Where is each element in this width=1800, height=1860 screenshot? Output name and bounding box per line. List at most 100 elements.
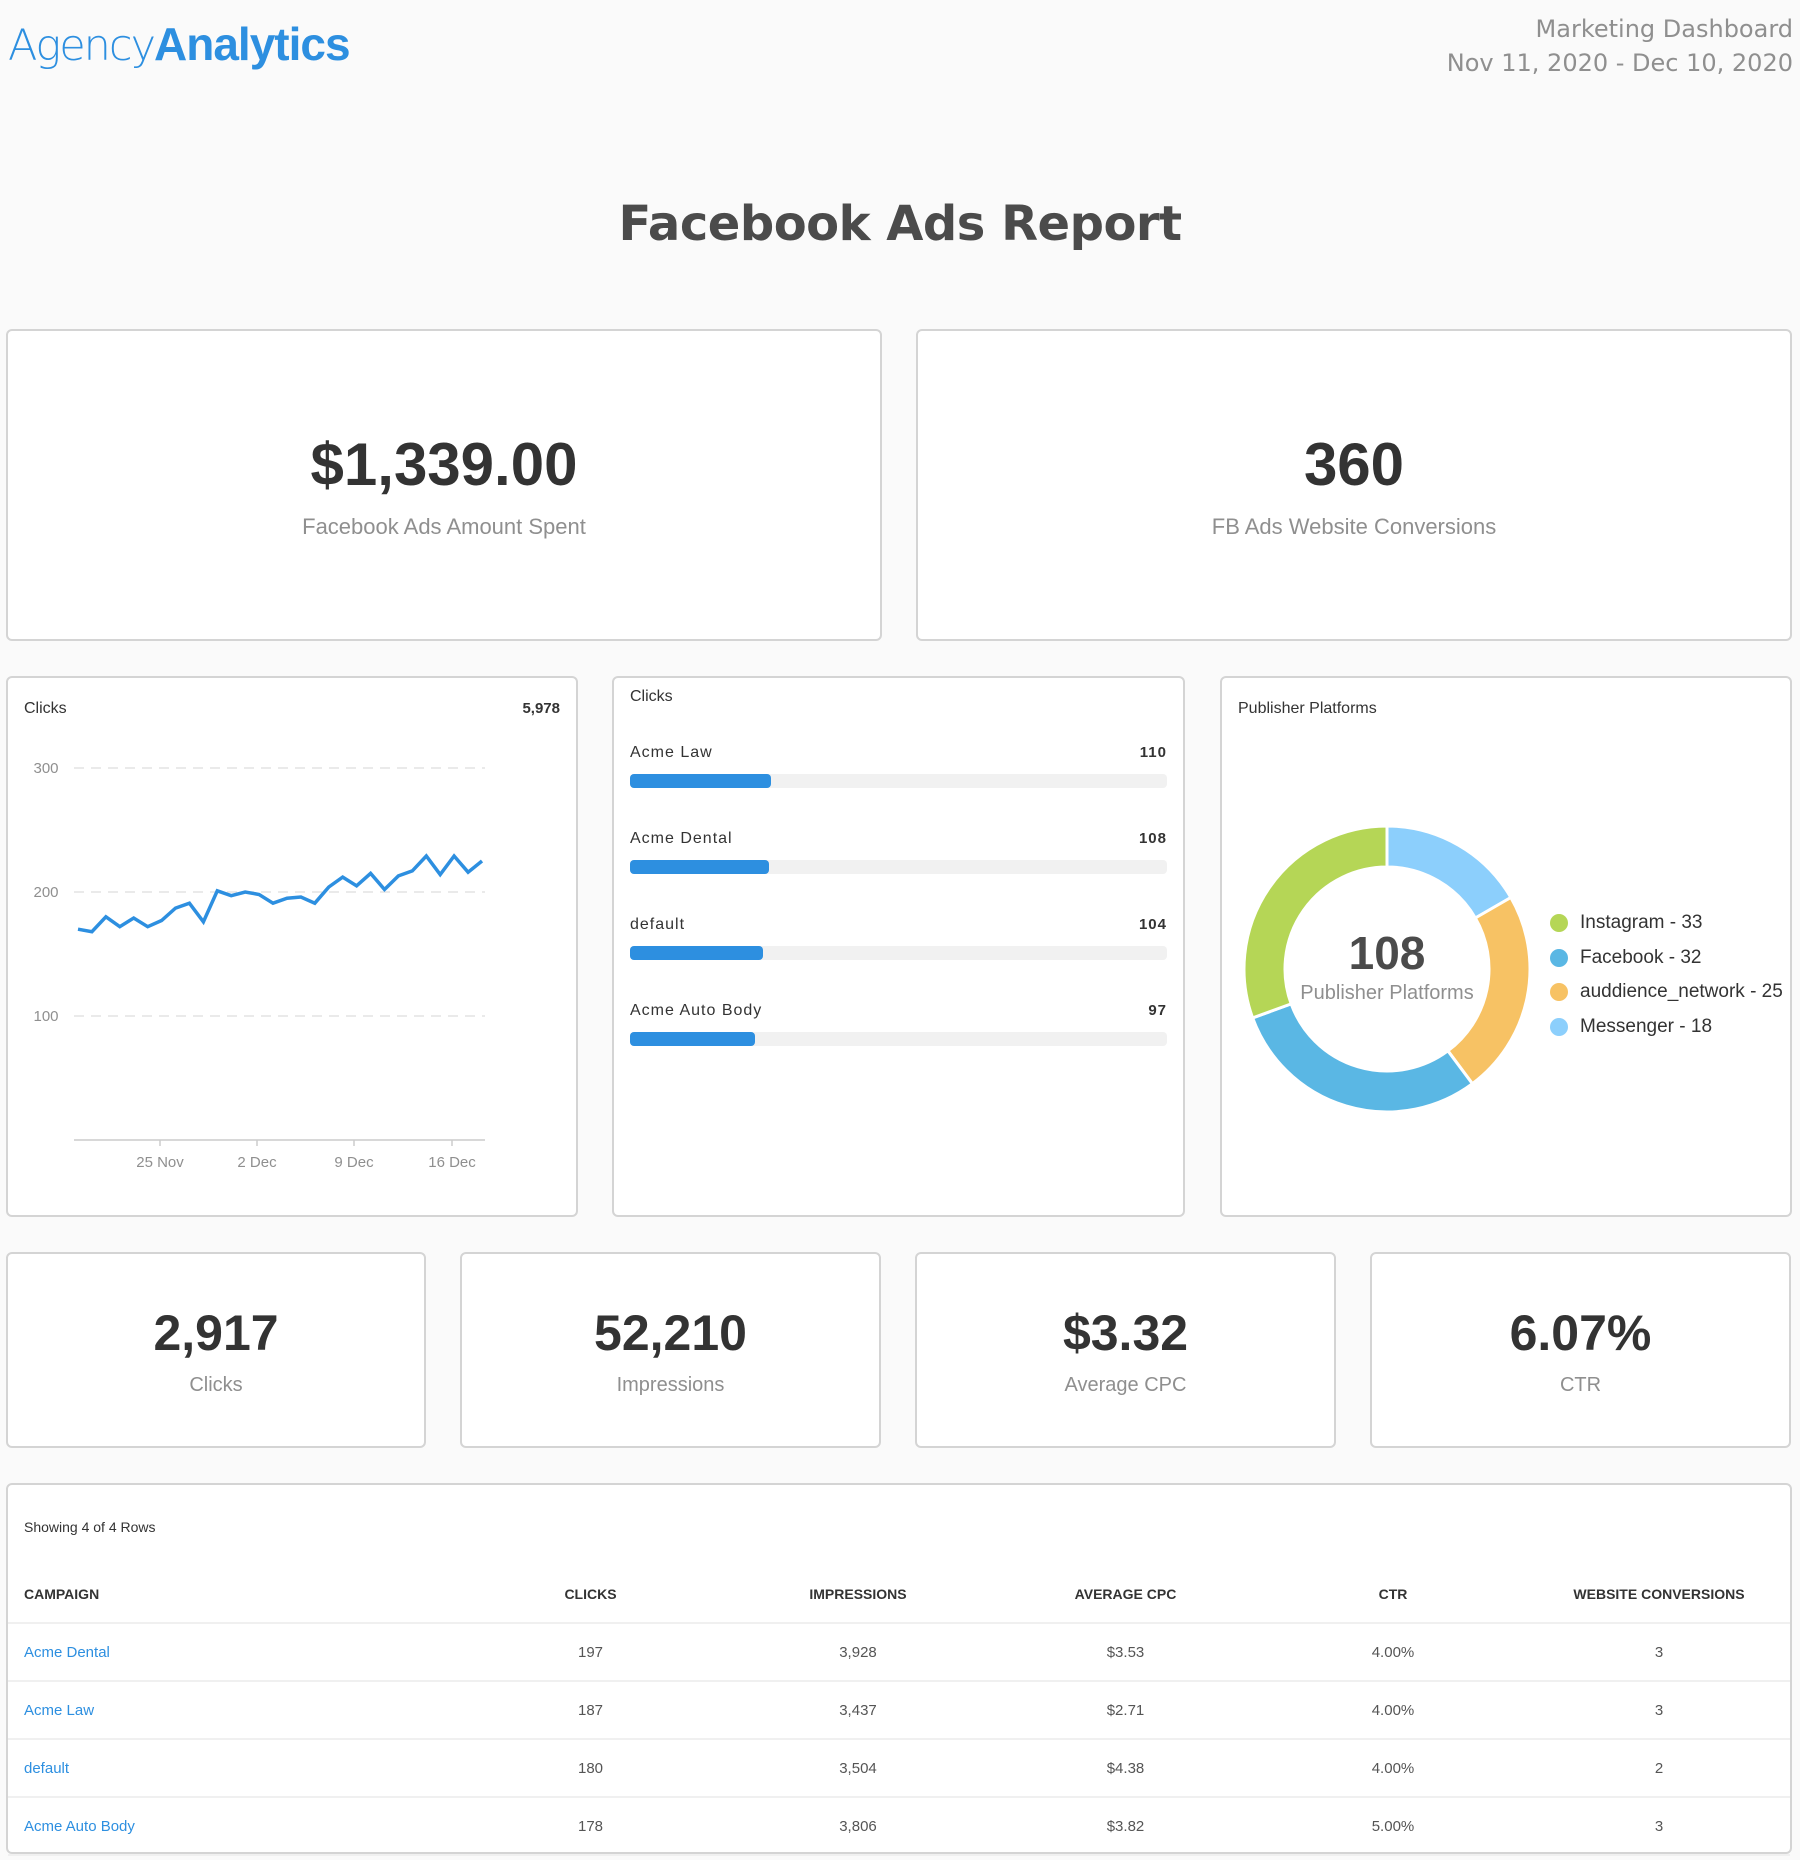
bar-label: Acme Auto Body bbox=[630, 1002, 763, 1019]
bar-label: default bbox=[630, 916, 686, 933]
logo-light-text: Agency bbox=[8, 21, 156, 71]
cell-website-conversions: 3 bbox=[1528, 1797, 1790, 1856]
page-title: Facebook Ads Report bbox=[618, 196, 1182, 252]
kpi-card-impressions: 52,210 Impressions bbox=[460, 1252, 881, 1448]
legend-item-messenger: Messenger - 18 bbox=[1550, 1010, 1783, 1045]
kpi-value: 360 bbox=[1303, 431, 1405, 498]
bar-value: 104 bbox=[1138, 916, 1167, 933]
widget-title: Publisher Platforms bbox=[1238, 700, 1377, 717]
svg-text:9 Dec: 9 Dec bbox=[334, 1154, 374, 1171]
bar-fill bbox=[630, 774, 772, 788]
svg-text:100: 100 bbox=[33, 1008, 58, 1025]
cell-ctr: 4.00% bbox=[1258, 1623, 1528, 1682]
donut-legend: Instagram - 33 Facebook - 32 auddience_n… bbox=[1550, 906, 1783, 1044]
column-header-clicks[interactable]: CLICKS bbox=[458, 1565, 723, 1624]
kpi-value: 2,917 bbox=[153, 1304, 279, 1361]
svg-text:200: 200 bbox=[33, 884, 58, 901]
table-row-count: Showing 4 of 4 Rows bbox=[24, 1519, 156, 1535]
kpi-value: 52,210 bbox=[594, 1304, 747, 1361]
svg-text:16 Dec: 16 Dec bbox=[428, 1154, 476, 1171]
legend-label: Facebook - 32 bbox=[1580, 946, 1702, 968]
svg-text:300: 300 bbox=[33, 760, 58, 777]
kpi-label: CTR bbox=[1559, 1373, 1602, 1396]
svg-text:2 Dec: 2 Dec bbox=[237, 1154, 277, 1171]
cell-impressions: 3,806 bbox=[723, 1797, 993, 1856]
column-header-website-conversions[interactable]: WEBSITE CONVERSIONS bbox=[1528, 1565, 1790, 1624]
clicks-line-chart: 100 200 300 25 Nov 2 Dec 9 Dec 16 Dec bbox=[33, 760, 485, 1171]
kpi-value: 6.07% bbox=[1509, 1304, 1652, 1361]
campaign-table-card: Showing 4 of 4 Rows CAMPAIGN CLICKS IMPR… bbox=[6, 1483, 1792, 1856]
column-header-impressions[interactable]: IMPRESSIONS bbox=[723, 1565, 993, 1624]
cell-campaign: Acme Dental bbox=[8, 1623, 458, 1682]
donut-center-value: 108 bbox=[1348, 926, 1426, 979]
cell-campaign: Acme Auto Body bbox=[8, 1797, 458, 1856]
widget-title: Clicks bbox=[24, 700, 67, 717]
agency-analytics-logo: AgencyAnalytics bbox=[8, 16, 351, 74]
cell-impressions: 3,928 bbox=[723, 1623, 993, 1682]
column-header-ctr[interactable]: CTR bbox=[1258, 1565, 1528, 1624]
legend-dot-icon bbox=[1550, 983, 1568, 1002]
bar-track bbox=[630, 946, 1167, 960]
donut-center: 108 Publisher Platforms bbox=[1242, 824, 1532, 1114]
table-header-row: CAMPAIGN CLICKS IMPRESSIONS AVERAGE CPC … bbox=[8, 1565, 1790, 1624]
bar-label: Acme Dental bbox=[630, 830, 733, 847]
kpi-card-ctr: 6.07% CTR bbox=[1370, 1252, 1791, 1448]
bar-track bbox=[630, 1032, 1167, 1046]
legend-item-instagram: Instagram - 33 bbox=[1550, 906, 1783, 941]
dashboard-name: Marketing Dashboard bbox=[1535, 15, 1793, 43]
cell-average-cpc: $3.53 bbox=[993, 1623, 1258, 1682]
cell-ctr: 4.00% bbox=[1258, 1739, 1528, 1798]
widget-total: 5,978 bbox=[522, 700, 560, 717]
widget-title: Clicks bbox=[630, 688, 673, 705]
kpi-value: $3.32 bbox=[1062, 1304, 1189, 1361]
legend-item-facebook: Facebook - 32 bbox=[1550, 941, 1783, 976]
campaign-link[interactable]: Acme Auto Body bbox=[24, 1817, 135, 1835]
bar-track bbox=[630, 860, 1167, 874]
cell-clicks: 178 bbox=[458, 1797, 723, 1856]
cell-website-conversions: 3 bbox=[1528, 1681, 1790, 1740]
donut-center-label: Publisher Platforms bbox=[1300, 981, 1474, 1004]
cell-campaign: Acme Law bbox=[8, 1681, 458, 1740]
cell-campaign: default bbox=[8, 1739, 458, 1798]
campaign-link[interactable]: Acme Law bbox=[24, 1701, 95, 1719]
table-row: Acme Law 187 3,437 $2.71 4.00% 3 bbox=[8, 1681, 1790, 1740]
publisher-platforms-widget: Publisher Platforms 108 Publisher Platfo… bbox=[1220, 676, 1792, 1217]
legend-label: Instagram - 33 bbox=[1580, 912, 1703, 934]
clicks-line-chart-widget: Clicks 5,978 100 200 300 25 Nov 2 Dec 9 Dec 16… bbox=[6, 676, 578, 1217]
table-row: Acme Auto Body 178 3,806 $3.82 5.00% 3 bbox=[8, 1797, 1790, 1856]
cell-clicks: 197 bbox=[458, 1623, 723, 1682]
legend-item-audience-network: auddience_network - 25 bbox=[1550, 975, 1783, 1010]
kpi-card-clicks: 2,917 Clicks bbox=[6, 1252, 426, 1448]
kpi-label: FB Ads Website Conversions bbox=[1211, 514, 1497, 539]
bar-value: 108 bbox=[1138, 830, 1167, 847]
kpi-label: Impressions bbox=[616, 1373, 725, 1396]
bar-label: Acme Law bbox=[630, 744, 713, 761]
bar-row: Acme Law 110 bbox=[630, 744, 1167, 830]
donut-svg bbox=[1242, 824, 1532, 1114]
legend-label: Messenger - 18 bbox=[1580, 1015, 1713, 1037]
cell-ctr: 5.00% bbox=[1258, 1797, 1528, 1856]
column-header-campaign[interactable]: CAMPAIGN bbox=[8, 1565, 458, 1624]
legend-dot-icon bbox=[1550, 914, 1568, 933]
legend-dot-icon bbox=[1550, 948, 1568, 967]
svg-text:25 Nov: 25 Nov bbox=[136, 1154, 184, 1171]
column-header-average-cpc[interactable]: AVERAGE CPC bbox=[993, 1565, 1258, 1624]
bar-row: Acme Auto Body 97 bbox=[630, 1002, 1167, 1088]
cell-website-conversions: 3 bbox=[1528, 1623, 1790, 1682]
cell-average-cpc: $3.82 bbox=[993, 1797, 1258, 1856]
kpi-label: Average CPC bbox=[1064, 1373, 1187, 1396]
kpi-value: $1,339.00 bbox=[310, 431, 578, 498]
campaign-link[interactable]: default bbox=[24, 1759, 70, 1777]
date-range: Nov 11, 2020 - Dec 10, 2020 bbox=[1446, 49, 1793, 77]
table-row: Acme Dental 197 3,928 $3.53 4.00% 3 bbox=[8, 1623, 1790, 1682]
cell-ctr: 4.00% bbox=[1258, 1681, 1528, 1740]
cell-clicks: 180 bbox=[458, 1739, 723, 1798]
legend-label: auddience_network - 25 bbox=[1580, 981, 1783, 1003]
logo-bold-text: Analytics bbox=[154, 18, 351, 70]
campaign-link[interactable]: Acme Dental bbox=[24, 1643, 110, 1661]
cell-average-cpc: $2.71 bbox=[993, 1681, 1258, 1740]
cell-website-conversions: 2 bbox=[1528, 1739, 1790, 1798]
report-meta: Marketing Dashboard Nov 11, 2020 - Dec 1… bbox=[1447, 12, 1793, 80]
bar-fill bbox=[630, 946, 763, 960]
kpi-label: Facebook Ads Amount Spent bbox=[302, 514, 586, 539]
